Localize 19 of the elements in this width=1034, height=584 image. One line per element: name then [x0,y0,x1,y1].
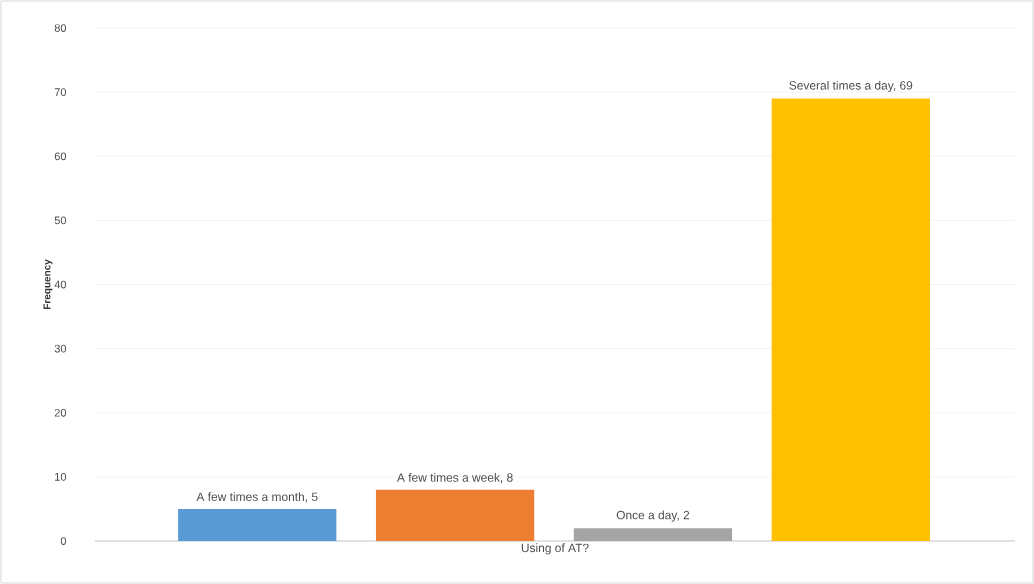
data-label: Once a day, 2 [616,510,690,522]
y-tick-label: 60 [54,152,67,161]
bar [573,528,733,541]
y-tick-label: 40 [54,280,67,289]
y-tick-label: 50 [54,216,67,225]
data-label: A few times a week, 8 [396,472,513,484]
bar [771,98,930,541]
y-axis-title: Frequency [43,259,53,310]
y-tick-label: 0 [60,537,67,545]
x-axis-title: Using of AT? [521,543,589,555]
y-tick-label: 30 [54,344,67,353]
y-tick-label: 10 [55,473,67,481]
y-tick-label: 20 [54,408,67,417]
bar [375,489,535,541]
data-label: A few times a month, 5 [196,492,318,503]
bar [178,508,337,541]
y-tick-label: 80 [54,24,67,32]
data-label: Several times a day, 69 [789,80,913,93]
y-tick-label: 70 [54,88,67,97]
